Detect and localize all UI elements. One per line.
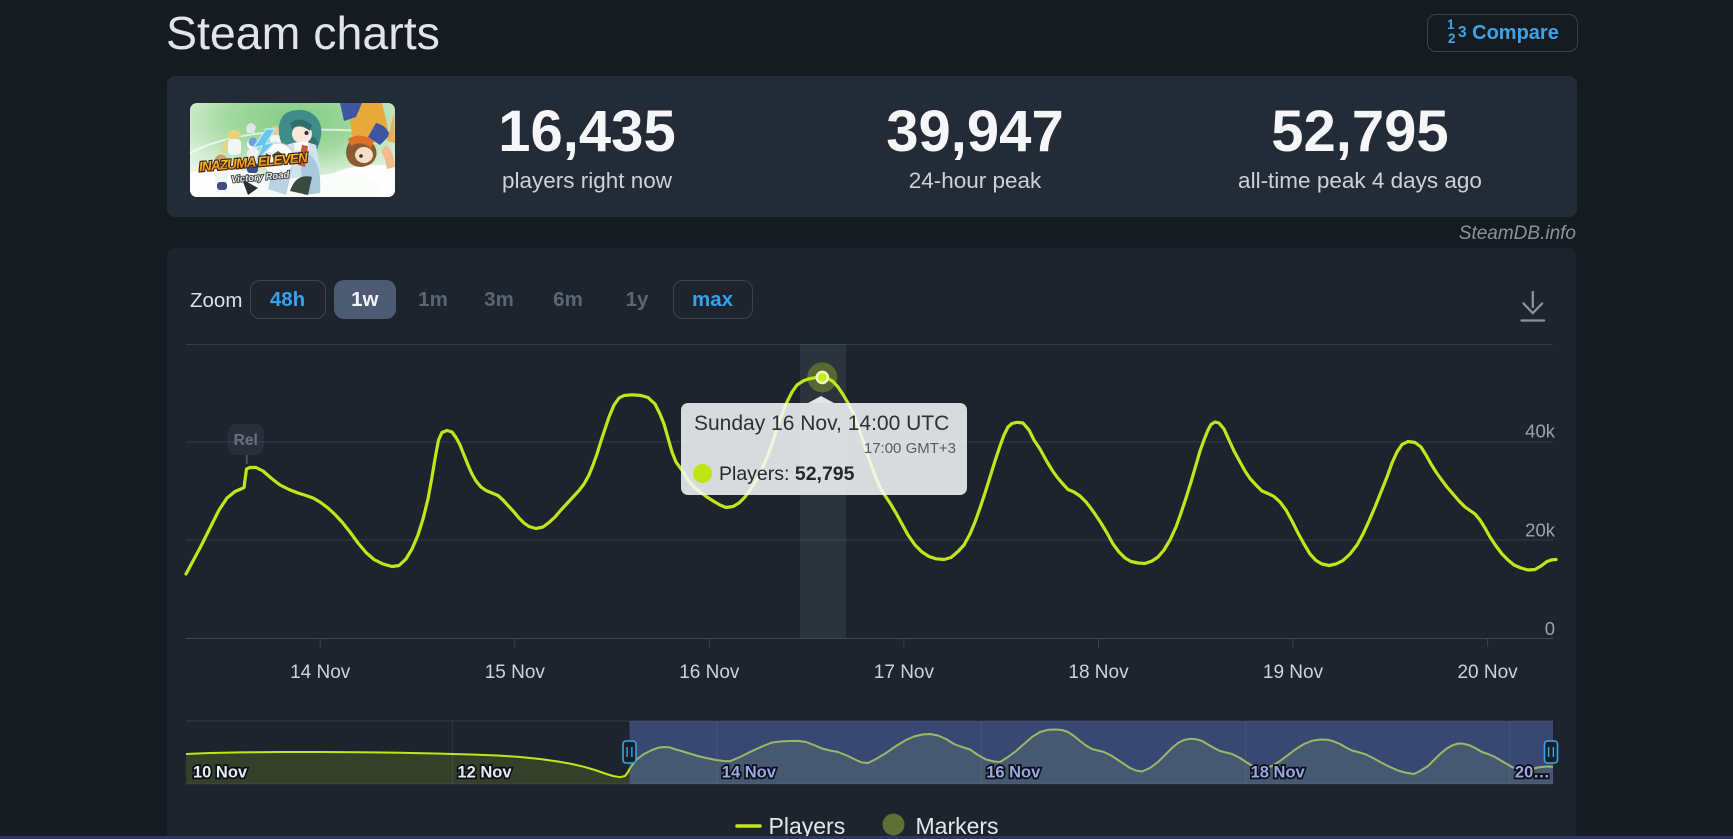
svg-text:0: 0: [1545, 618, 1555, 639]
svg-text:16 Nov: 16 Nov: [986, 764, 1041, 782]
svg-text:Markers: Markers: [916, 813, 999, 839]
svg-text:18 Nov: 18 Nov: [1251, 764, 1306, 782]
svg-text:20k: 20k: [1525, 520, 1556, 541]
svg-text:16 Nov: 16 Nov: [679, 662, 740, 683]
svg-text:12 Nov: 12 Nov: [457, 764, 512, 782]
svg-text:14 Nov: 14 Nov: [722, 764, 777, 782]
svg-text:19 Nov: 19 Nov: [1263, 662, 1324, 683]
svg-text:14 Nov: 14 Nov: [290, 662, 351, 683]
svg-text:40k: 40k: [1525, 421, 1556, 442]
svg-text:Players: Players: [769, 813, 846, 839]
svg-text:20…: 20…: [1515, 764, 1550, 782]
svg-text:18 Nov: 18 Nov: [1068, 662, 1129, 683]
svg-text:10 Nov: 10 Nov: [193, 764, 248, 782]
svg-text:20 Nov: 20 Nov: [1457, 662, 1518, 683]
svg-text:17 Nov: 17 Nov: [874, 662, 935, 683]
svg-text:Rel: Rel: [234, 432, 258, 449]
svg-text:15 Nov: 15 Nov: [485, 662, 546, 683]
